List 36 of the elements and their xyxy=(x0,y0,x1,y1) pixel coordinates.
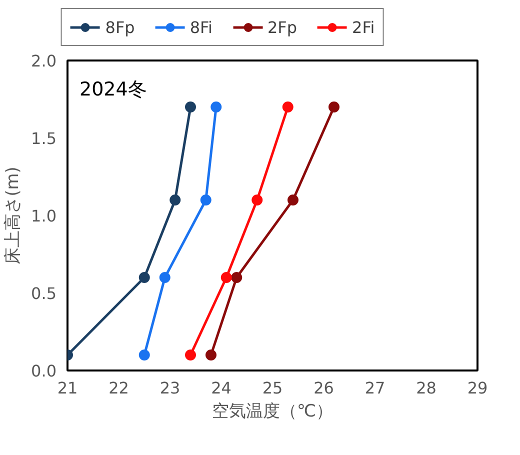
point xyxy=(231,272,242,283)
point xyxy=(220,272,232,283)
y-tick-label: 0.0 xyxy=(31,362,57,380)
x-tick-label: 24 xyxy=(211,378,232,398)
point xyxy=(170,194,181,206)
point xyxy=(288,194,298,206)
y-tick-label: 1.0 xyxy=(31,206,57,226)
x-tick-label: 21 xyxy=(57,378,78,398)
legend-label: 2Fi xyxy=(352,18,375,36)
point xyxy=(138,272,150,283)
point xyxy=(185,102,196,112)
y-tick-label: 0.5 xyxy=(31,284,57,303)
point xyxy=(252,194,263,206)
y-tick-label: 1.5 xyxy=(31,129,57,148)
point xyxy=(200,194,212,206)
x-axis-title: 空気温度（℃） xyxy=(212,402,334,422)
point xyxy=(206,350,216,360)
x-tick-label: 26 xyxy=(314,378,334,398)
legend-label: 2Fp xyxy=(267,18,298,36)
point xyxy=(282,102,294,112)
point xyxy=(185,350,196,360)
x-tick-label: 28 xyxy=(416,378,436,398)
point xyxy=(159,272,170,283)
legend-label: 8Fp xyxy=(105,18,135,36)
annotation: 2024冬 xyxy=(80,78,147,100)
y-axis-title: 床上高さ(m) xyxy=(3,166,24,264)
point xyxy=(138,350,150,360)
legend-label: 8Fi xyxy=(190,18,212,36)
x-tick-label: 29 xyxy=(467,378,488,398)
x-tick-label: 27 xyxy=(364,378,386,398)
y-tick-label: 2.0 xyxy=(31,52,57,70)
x-tick-label: 23 xyxy=(160,378,180,398)
x-tick-label: 22 xyxy=(108,378,129,398)
point xyxy=(210,102,222,112)
point xyxy=(328,102,340,112)
x-tick-label: 25 xyxy=(262,378,283,398)
